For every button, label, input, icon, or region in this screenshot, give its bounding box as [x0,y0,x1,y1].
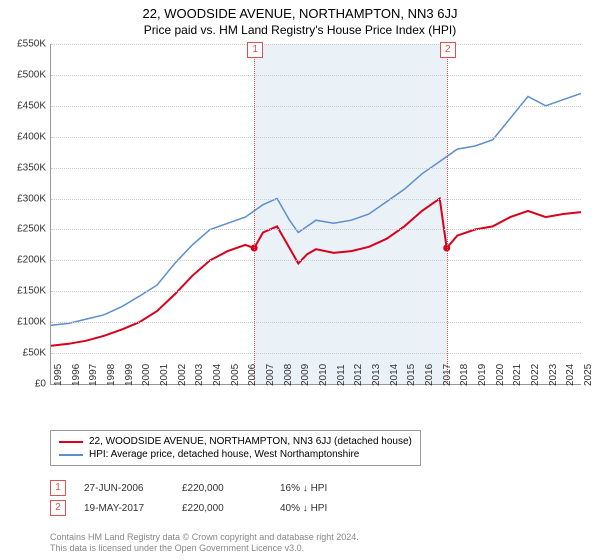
y-axis-label: £550K [17,39,46,50]
legend-label-property: 22, WOODSIDE AVENUE, NORTHAMPTON, NN3 6J… [89,436,412,447]
x-axis-label: 2001 [159,364,170,386]
footer-line-2: This data is licensed under the Open Gov… [50,543,359,554]
chart-area: 12 £0£50K£100K£150K£200K£250K£300K£350K£… [50,44,580,404]
transaction-date: 27-JUN-2006 [84,483,164,494]
x-axis-label: 1998 [106,364,117,386]
y-axis-label: £300K [17,193,46,204]
x-axis-label: 2018 [459,364,470,386]
y-axis-label: £50K [23,348,46,359]
x-axis-label: 2000 [141,364,152,386]
transaction-row: 2 19-MAY-2017 £220,000 40% ↓ HPI [50,498,360,518]
x-axis-label: 1999 [124,364,135,386]
x-axis-label: 2025 [583,364,594,386]
x-axis-label: 2010 [318,364,329,386]
y-axis-label: £500K [17,69,46,80]
transaction-marker-2: 2 [50,500,66,516]
x-axis-label: 2014 [389,364,400,386]
transaction-price: £220,000 [182,483,262,494]
y-axis-label: £150K [17,286,46,297]
line-layer [51,44,581,384]
legend-item-property: 22, WOODSIDE AVENUE, NORTHAMPTON, NN3 6J… [59,435,412,448]
x-axis-label: 2009 [300,364,311,386]
transaction-marker-1: 1 [50,480,66,496]
x-axis-label: 2015 [406,364,417,386]
x-axis-label: 2023 [548,364,559,386]
footer-line-1: Contains HM Land Registry data © Crown c… [50,532,359,543]
legend: 22, WOODSIDE AVENUE, NORTHAMPTON, NN3 6J… [50,430,421,466]
x-axis-label: 2020 [495,364,506,386]
chart-title: 22, WOODSIDE AVENUE, NORTHAMPTON, NN3 6J… [0,0,600,21]
x-axis-label: 2021 [512,364,523,386]
y-axis-label: £200K [17,255,46,266]
transaction-delta: 16% ↓ HPI [280,483,360,494]
x-axis-label: 1996 [71,364,82,386]
x-axis-label: 2019 [477,364,488,386]
legend-swatch-property [59,441,83,443]
y-axis-label: £400K [17,131,46,142]
legend-item-hpi: HPI: Average price, detached house, West… [59,448,412,461]
y-axis-label: £0 [35,379,46,390]
x-axis-label: 2013 [371,364,382,386]
x-axis-label: 2011 [336,364,347,386]
legend-label-hpi: HPI: Average price, detached house, West… [89,449,359,460]
chart-marker-2: 2 [440,42,456,58]
legend-swatch-hpi [59,454,83,456]
y-axis-label: £350K [17,162,46,173]
transaction-row: 1 27-JUN-2006 £220,000 16% ↓ HPI [50,478,360,498]
x-axis-label: 2022 [530,364,541,386]
x-axis-label: 2007 [265,364,276,386]
x-axis-label: 2006 [247,364,258,386]
chart-container: 22, WOODSIDE AVENUE, NORTHAMPTON, NN3 6J… [0,0,600,560]
x-axis-label: 1995 [53,364,64,386]
chart-subtitle: Price paid vs. HM Land Registry's House … [0,21,600,41]
x-axis-label: 2004 [212,364,223,386]
x-axis-label: 2017 [442,364,453,386]
x-axis-label: 2016 [424,364,435,386]
plot-region: 12 [50,44,581,385]
transaction-delta: 40% ↓ HPI [280,503,360,514]
transaction-price: £220,000 [182,503,262,514]
x-axis-label: 2012 [353,364,364,386]
transaction-table: 1 27-JUN-2006 £220,000 16% ↓ HPI 2 19-MA… [50,478,360,518]
footer-attribution: Contains HM Land Registry data © Crown c… [50,532,359,554]
x-axis-label: 2008 [283,364,294,386]
x-axis-label: 1997 [88,364,99,386]
x-axis-label: 2002 [177,364,188,386]
x-axis-label: 2024 [565,364,576,386]
y-axis-label: £100K [17,317,46,328]
x-axis-label: 2005 [230,364,241,386]
y-axis-label: £450K [17,100,46,111]
y-axis-label: £250K [17,224,46,235]
chart-marker-1: 1 [247,42,263,58]
x-axis-label: 2003 [194,364,205,386]
transaction-date: 19-MAY-2017 [84,503,164,514]
